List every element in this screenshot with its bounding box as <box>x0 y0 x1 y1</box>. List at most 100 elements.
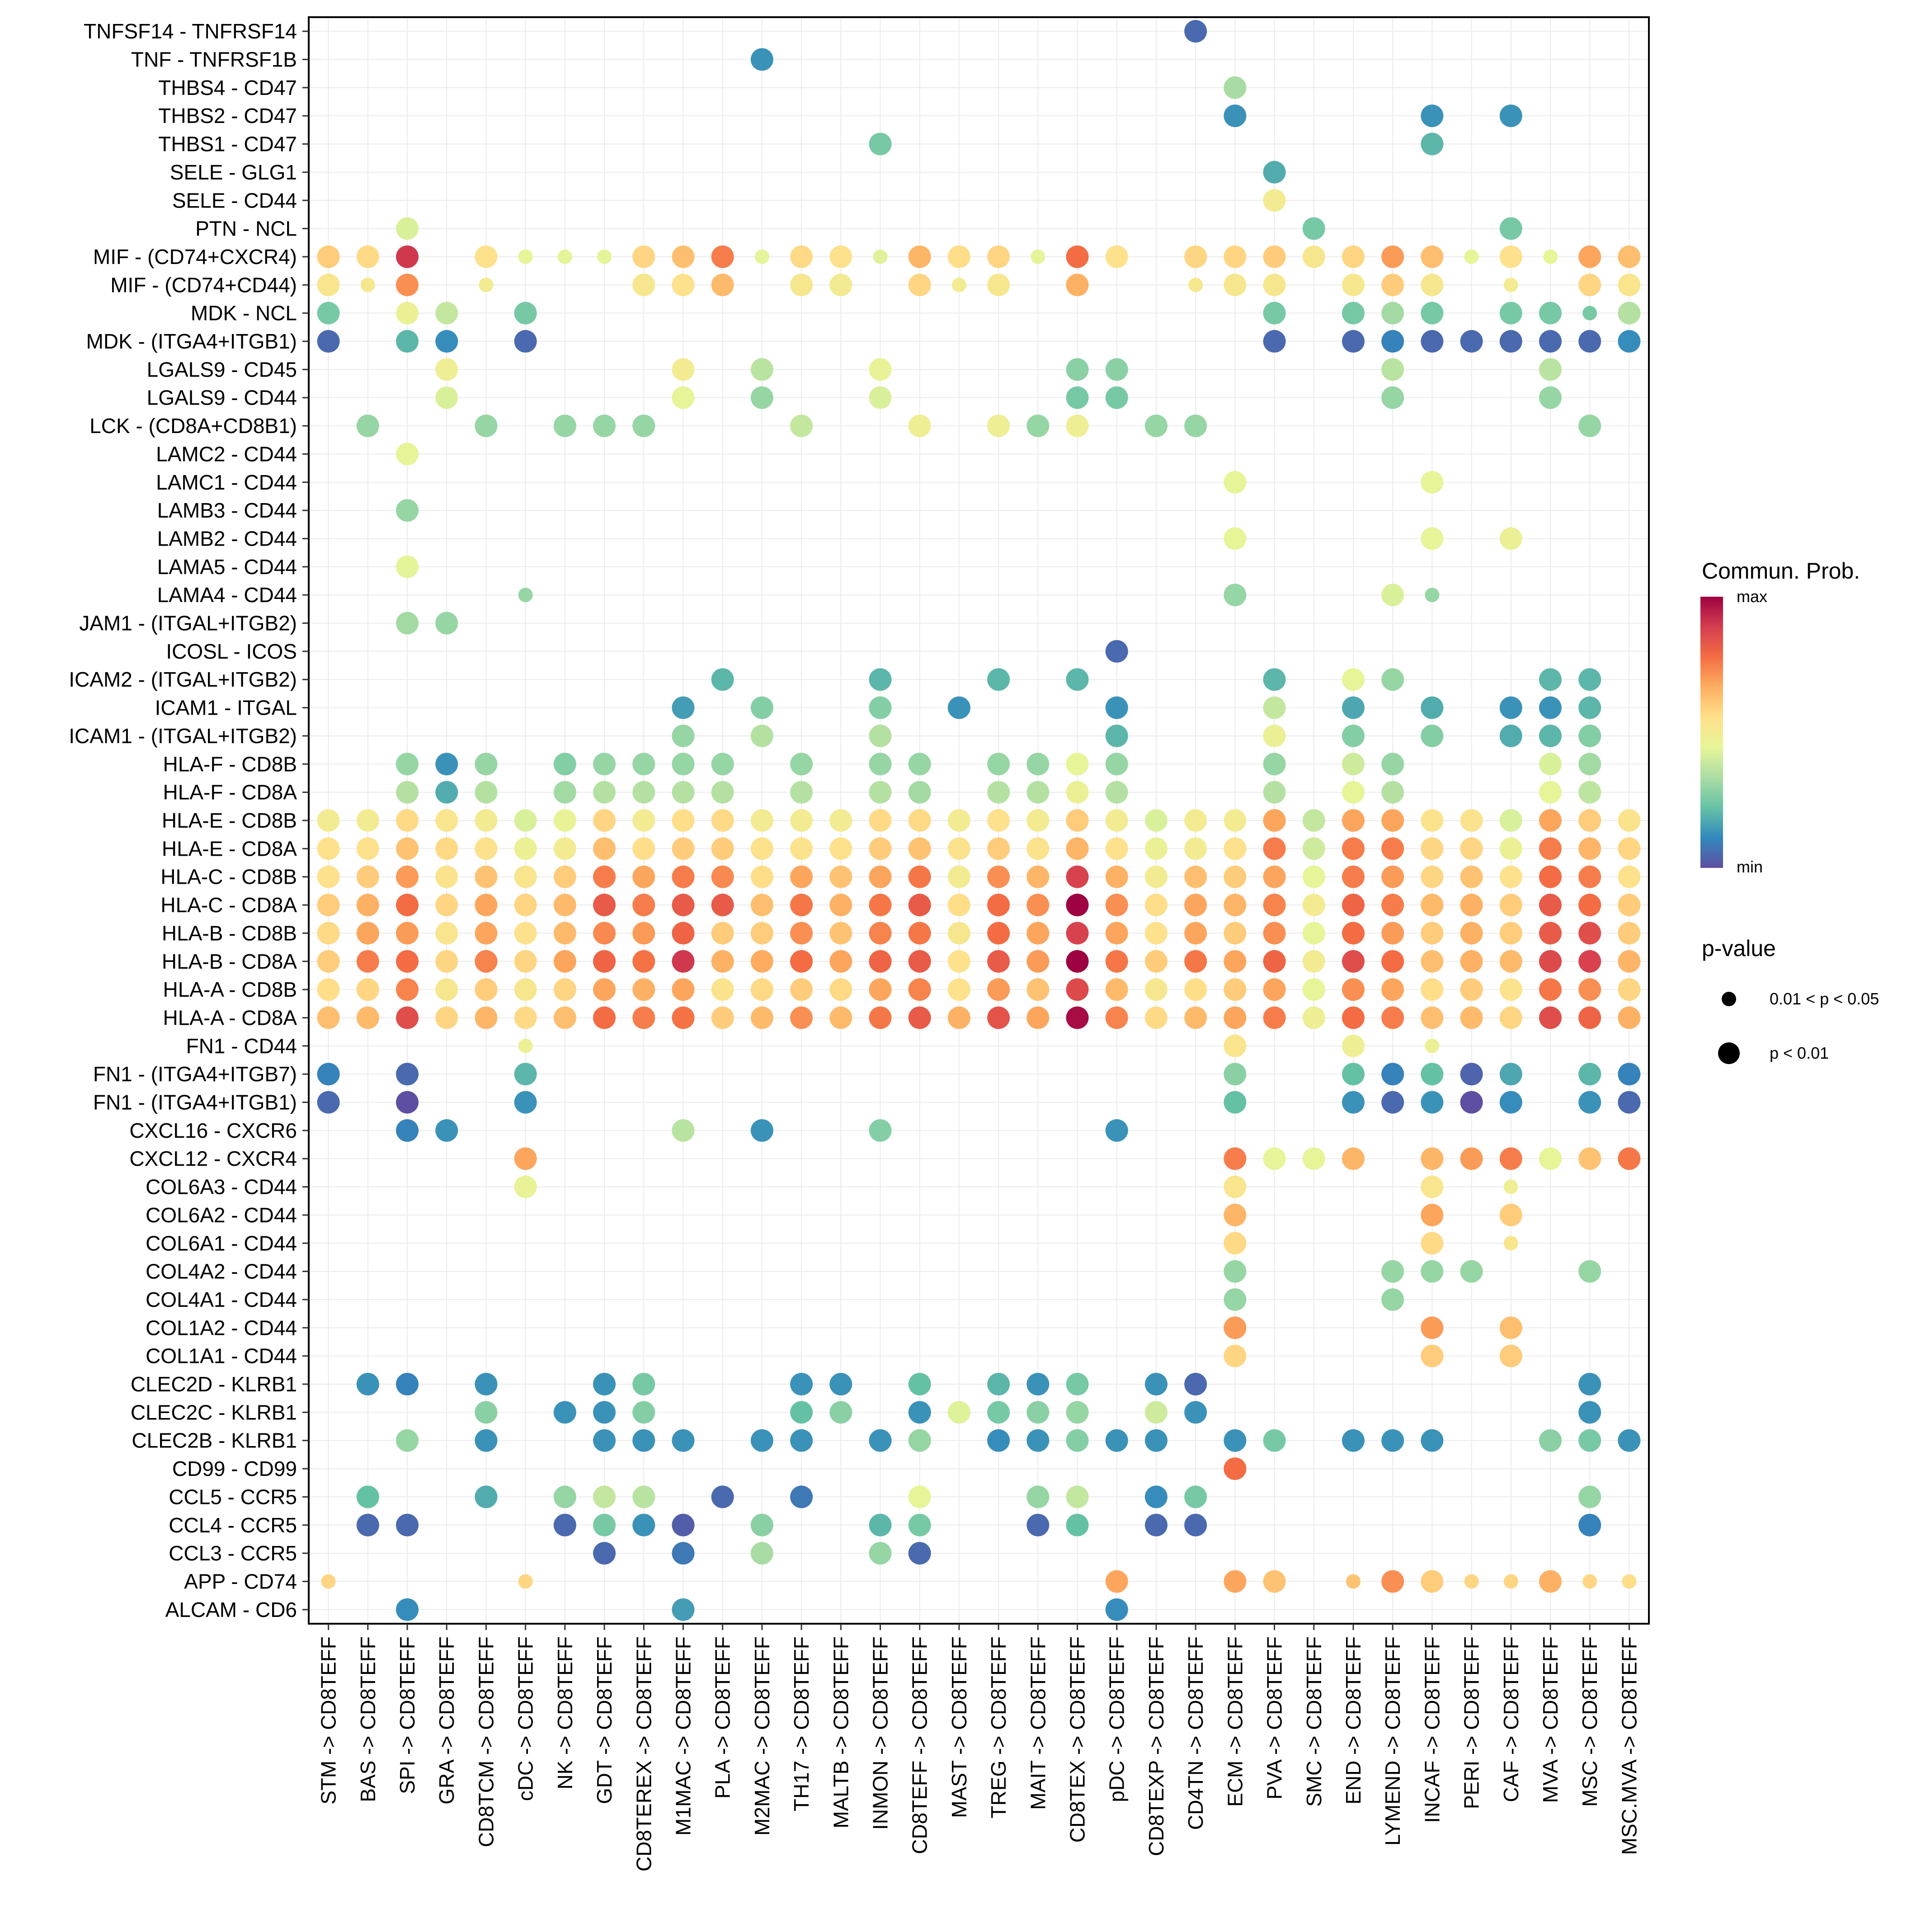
dot-large <box>750 950 773 973</box>
dot-large <box>908 865 931 888</box>
dot-large <box>1184 978 1207 1001</box>
dot-large <box>514 837 537 860</box>
dot-large <box>790 245 813 268</box>
dot-large <box>869 894 892 917</box>
y-tick-label: COL4A1 - CD44 <box>146 1288 297 1311</box>
dot-large <box>1342 724 1365 747</box>
dot-large <box>435 753 458 776</box>
dot-large <box>632 922 655 945</box>
y-tick-label: COL6A1 - CD44 <box>146 1231 297 1255</box>
dot-large <box>908 245 931 268</box>
dot-large <box>1618 809 1641 832</box>
dot-large <box>1460 809 1483 832</box>
dot-large <box>1578 1091 1601 1114</box>
dot-large <box>1026 809 1050 832</box>
dot-large <box>1105 245 1128 268</box>
dot-large <box>672 781 695 804</box>
dot-large <box>1066 415 1089 438</box>
dot-large <box>1144 1429 1168 1452</box>
dot-large <box>869 865 892 888</box>
dot-large <box>435 837 458 860</box>
dot-large <box>1539 922 1562 945</box>
dot-large <box>593 1485 616 1508</box>
dot-large <box>1578 696 1601 719</box>
dot-large <box>514 1147 537 1170</box>
dot-large <box>435 386 458 409</box>
dot-large <box>396 273 419 297</box>
x-tick-label: MVA -> CD8TEFF <box>1539 1636 1562 1803</box>
dot-large <box>632 978 655 1001</box>
dot-large <box>1539 302 1562 325</box>
dot-large <box>1499 1063 1522 1086</box>
dot-large <box>672 724 695 747</box>
x-tick-label: M1MAC -> CD8TEFF <box>671 1636 695 1836</box>
dot-large <box>1263 189 1286 212</box>
dot-large <box>632 1513 655 1536</box>
dot-large <box>1105 922 1128 945</box>
dot-large <box>396 1006 419 1029</box>
dot-large <box>987 837 1010 860</box>
y-tick-label: LAMA4 - CD44 <box>157 583 297 607</box>
dot-large <box>1499 922 1522 945</box>
dot-large <box>1342 1091 1365 1114</box>
dot-small <box>1188 278 1203 292</box>
dot-large <box>317 922 340 945</box>
dot-large <box>1026 1513 1050 1536</box>
dot-large <box>947 696 970 719</box>
x-tick-label: INMON -> CD8TEFF <box>868 1636 892 1830</box>
dot-small <box>1031 249 1045 264</box>
dot-large <box>593 950 616 973</box>
dot-large <box>1421 837 1444 860</box>
dot-large <box>475 781 498 804</box>
dot-large <box>829 245 852 268</box>
dot-large <box>1421 330 1444 353</box>
dot-large <box>1539 753 1562 776</box>
dot-large <box>672 894 695 917</box>
dot-large <box>790 753 813 776</box>
x-tick-label: GRA -> CD8TEFF <box>435 1636 458 1805</box>
dot-large <box>632 1373 655 1396</box>
dot-large <box>1026 950 1050 973</box>
dot-large <box>711 245 734 268</box>
y-tick-label: TNFSF14 - TNFRSF14 <box>84 19 297 43</box>
dot-large <box>1618 950 1641 973</box>
dot-large <box>1184 1373 1207 1396</box>
dot-large <box>1460 1091 1483 1114</box>
dot-large <box>1381 978 1404 1001</box>
dot-large <box>1224 1175 1247 1198</box>
dot-large <box>1499 978 1522 1001</box>
size-legend-large-label: p < 0.01 <box>1770 1044 1829 1062</box>
dot-large <box>1105 1429 1128 1452</box>
dot-large <box>317 865 340 888</box>
dot-large <box>1302 1147 1325 1170</box>
dot-large <box>1026 1485 1050 1508</box>
dot-large <box>1144 978 1168 1001</box>
size-legend-title: p-value <box>1702 936 1776 961</box>
dot-large <box>1421 894 1444 917</box>
dot-large <box>1460 1147 1483 1170</box>
dot-large <box>553 950 576 973</box>
x-tick-label: BAS -> CD8TEFF <box>356 1636 380 1802</box>
dot-large <box>317 894 340 917</box>
dot-large <box>1381 584 1404 607</box>
dot-large <box>1342 696 1365 719</box>
dot-large <box>750 1513 773 1536</box>
dot-large <box>553 415 576 438</box>
dot-large <box>1618 1006 1641 1029</box>
dot-large <box>987 781 1010 804</box>
dot-large <box>1144 894 1168 917</box>
dot-large <box>1342 330 1365 353</box>
dot-large <box>356 1485 379 1508</box>
dot-large <box>356 950 379 973</box>
dot-large <box>947 978 970 1001</box>
dot-large <box>1421 1006 1444 1029</box>
dot-large <box>1499 1316 1522 1339</box>
dot-large <box>356 837 379 860</box>
dot-large <box>1066 1373 1089 1396</box>
dot-large <box>1539 386 1562 409</box>
dot-large <box>1105 696 1128 719</box>
dot-large <box>435 922 458 945</box>
dot-large <box>1342 1429 1365 1452</box>
dot-large <box>1224 1570 1247 1593</box>
dot-large <box>1539 837 1562 860</box>
